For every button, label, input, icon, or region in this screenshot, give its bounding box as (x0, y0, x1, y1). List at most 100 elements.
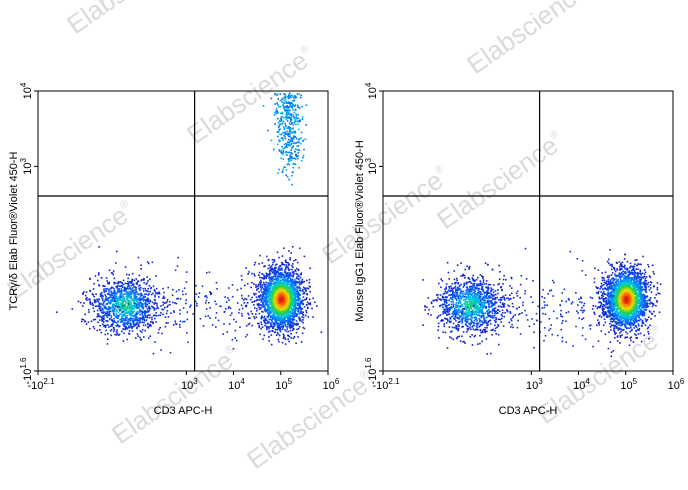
event-dot (475, 328, 477, 331)
event-dot (492, 316, 495, 319)
event-dot (292, 313, 295, 315)
event-dot (141, 302, 144, 305)
event-dot (304, 314, 307, 317)
event-dot (494, 297, 497, 300)
event-dot (102, 312, 105, 315)
event-dot (273, 294, 276, 296)
event-dot (144, 302, 146, 305)
event-dot (290, 140, 292, 143)
event-dot (151, 316, 153, 319)
event-dot (297, 327, 300, 330)
event-dot (282, 287, 284, 290)
event-dot (289, 321, 291, 324)
event-dot (274, 300, 277, 303)
event-dot (141, 331, 143, 333)
event-dot (272, 278, 275, 280)
event-dot (451, 295, 454, 297)
event-dot (261, 304, 264, 306)
event-dot (288, 151, 291, 154)
event-dot (492, 288, 494, 291)
event-dot (113, 317, 115, 320)
event-dot (119, 290, 121, 293)
event-dot (283, 99, 286, 102)
event-dot (441, 296, 444, 299)
event-dot (136, 333, 139, 335)
event-dot (271, 277, 274, 280)
event-dot (101, 295, 104, 297)
event-dot (128, 305, 131, 307)
event-dot (495, 333, 497, 335)
event-dot (277, 333, 280, 335)
event-dot (460, 315, 462, 318)
event-dot (443, 303, 446, 306)
event-dot (183, 320, 186, 323)
event-dot (145, 302, 147, 305)
event-dot (97, 305, 100, 308)
event-dot (96, 299, 99, 302)
event-dot (92, 294, 95, 296)
event-dot (306, 307, 309, 310)
x-axis-label: CD3 APC-H (154, 405, 213, 417)
event-dot (280, 98, 283, 101)
event-dot (225, 301, 228, 303)
event-dot (452, 315, 454, 317)
event-dot (130, 314, 132, 317)
event-dot (131, 314, 134, 317)
event-dot (291, 103, 294, 105)
event-dot (279, 128, 281, 130)
event-dot (279, 105, 282, 108)
event-dot (451, 312, 453, 315)
event-dot (501, 303, 504, 306)
event-dot (470, 282, 472, 284)
event-dot (115, 309, 118, 311)
event-dot (146, 308, 149, 310)
event-dot (283, 292, 286, 294)
event-dot (93, 327, 96, 330)
event-dot (131, 279, 133, 281)
event-dot (469, 318, 472, 320)
event-dot (294, 279, 296, 281)
event-dot (288, 306, 290, 309)
event-dot (470, 322, 473, 325)
event-dot (296, 292, 299, 294)
event-dot (312, 316, 314, 318)
event-dot (263, 265, 265, 268)
event-dot (117, 314, 119, 317)
event-dot (257, 284, 260, 287)
event-dot (292, 327, 295, 330)
event-dot (144, 314, 146, 317)
event-dot (143, 282, 145, 284)
event-dot (97, 279, 99, 282)
event-dot (105, 295, 107, 298)
event-dot (156, 304, 158, 307)
event-dot (491, 310, 494, 312)
event-dot (280, 268, 282, 270)
event-dot (141, 321, 144, 324)
event-dot (286, 299, 288, 301)
event-dot (290, 279, 292, 281)
event-dot (293, 135, 295, 138)
event-dot (271, 294, 274, 297)
event-dot (293, 96, 295, 99)
event-dot (116, 286, 118, 288)
event-dot (289, 105, 291, 107)
event-dot (474, 313, 476, 315)
event-dot (278, 168, 280, 171)
event-dot (283, 318, 286, 321)
event-dot (272, 315, 274, 318)
event-dot (96, 305, 98, 307)
event-dot (454, 316, 456, 319)
event-dot (269, 306, 272, 309)
event-dot (285, 144, 288, 146)
event-dot (154, 295, 156, 298)
event-dot (108, 326, 110, 328)
event-dot (500, 306, 503, 308)
event-dot (253, 300, 255, 303)
event-dot (112, 270, 115, 272)
event-dot (241, 307, 244, 310)
event-dot (242, 299, 245, 301)
event-dot (265, 286, 267, 288)
event-dot (272, 296, 274, 299)
event-dot (147, 322, 149, 325)
event-dot (140, 339, 143, 341)
